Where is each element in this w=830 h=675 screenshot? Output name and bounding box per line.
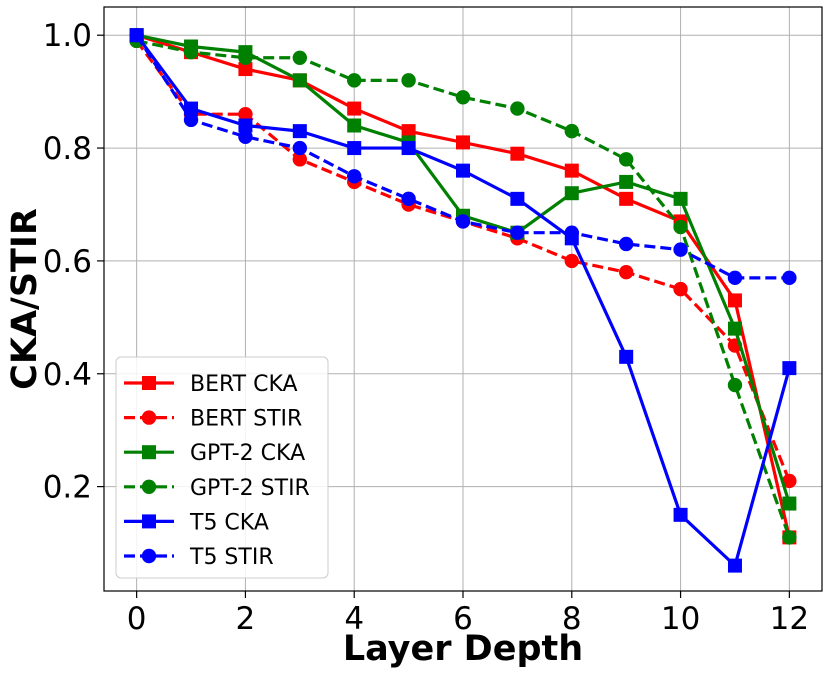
x-tick-label: 8 (562, 601, 582, 637)
data-point-bert-cka (401, 124, 416, 139)
data-point-gpt-2-stir (183, 44, 199, 60)
data-point-gpt-2-cka (673, 191, 688, 206)
series-gpt-2-stir (129, 33, 797, 545)
data-point-gpt-2-cka (782, 496, 797, 511)
data-point-gpt-2-stir (347, 73, 362, 88)
legend-label: T5 CKA (189, 510, 269, 535)
data-point-t5-cka (347, 141, 362, 156)
legend-item-bert-cka: BERT CKA (124, 372, 298, 397)
legend-item-t5-cka: T5 CKA (124, 510, 269, 535)
y-tick-label: 0.8 (43, 131, 92, 167)
x-tick-label: 0 (127, 601, 147, 637)
data-point-bert-cka (564, 163, 579, 178)
data-point-gpt-2-cka (564, 186, 579, 201)
legend-swatch-marker (141, 479, 157, 494)
legend-swatch-marker (142, 445, 156, 460)
data-point-bert-stir (292, 152, 308, 167)
legend-swatch-marker (141, 410, 157, 425)
y-tick-label: 0.2 (43, 470, 92, 506)
legend-label: BERT STIR (190, 407, 302, 432)
data-point-bert-cka (347, 101, 362, 116)
data-point-t5-stir (129, 28, 144, 43)
data-point-gpt-2-stir (564, 123, 579, 139)
data-point-bert-cka (238, 62, 253, 77)
data-point-bert-cka (510, 146, 525, 161)
data-point-t5-cka (727, 558, 742, 573)
data-point-gpt-2-cka (727, 321, 742, 336)
data-point-t5-stir (347, 169, 362, 184)
data-point-gpt-2-stir (727, 377, 743, 393)
legend-item-gpt-2-stir: GPT-2 STIR (124, 476, 310, 501)
legend-item-t5-stir: T5 STIR (124, 545, 274, 570)
y-tick-label: 1.0 (43, 18, 92, 54)
data-point-bert-cka (619, 191, 634, 206)
data-point-t5-stir (782, 270, 797, 286)
data-point-gpt-2-stir (782, 530, 797, 545)
data-point-t5-cka (292, 124, 307, 139)
data-point-bert-stir (782, 473, 797, 489)
data-point-t5-cka (619, 349, 634, 364)
data-point-bert-cka (456, 135, 470, 150)
data-point-gpt-2-cka (619, 174, 634, 189)
legend-label: GPT-2 STIR (190, 476, 310, 501)
data-point-bert-stir (618, 264, 634, 280)
data-point-gpt-2-stir (618, 152, 634, 167)
legend-swatch-marker (142, 514, 156, 529)
data-point-gpt-2-stir (510, 101, 525, 116)
data-point-bert-stir (564, 253, 579, 269)
data-point-gpt-2-stir (455, 90, 471, 105)
legend-swatch-marker (142, 376, 156, 390)
series-layer (129, 28, 797, 573)
data-point-t5-cka (184, 101, 199, 116)
x-tick-label: 12 (770, 601, 809, 637)
data-point-gpt-2-stir (673, 219, 688, 235)
legend-label: GPT-2 CKA (190, 441, 305, 466)
data-point-t5-stir (401, 191, 416, 207)
data-point-t5-cka (510, 191, 525, 206)
data-point-t5-stir (455, 214, 471, 229)
data-point-gpt-2-cka (292, 73, 307, 88)
data-point-bert-stir (673, 281, 688, 297)
legend-swatch-marker (141, 548, 157, 564)
data-point-gpt-2-stir (401, 73, 416, 88)
series-t5-stir (129, 28, 797, 286)
data-point-gpt-2-stir (292, 50, 308, 65)
legend-label: BERT CKA (190, 372, 298, 397)
data-point-gpt-2-cka (347, 118, 362, 133)
x-axis-title: Layer Depth (343, 629, 583, 669)
x-tick-label: 6 (453, 601, 473, 637)
data-point-t5-stir (183, 112, 199, 128)
data-point-t5-cka (456, 163, 470, 178)
legend-item-bert-stir: BERT STIR (124, 407, 302, 432)
data-point-gpt-2-stir (238, 50, 253, 65)
legend-item-gpt-2-cka: GPT-2 CKA (124, 441, 305, 466)
ticks-layer: 0 2 4 6 8 10 12 0.2 0.4 0.6 0.8 1.0 (43, 18, 809, 637)
legend: BERT CKA BERT STIR GPT-2 CKA GPT-2 STIR T5 C… (115, 356, 329, 579)
y-axis-title: CKA/STIR (5, 208, 45, 390)
x-tick-label: 10 (661, 601, 700, 637)
legend-label: T5 STIR (189, 545, 274, 570)
x-tick-label: 4 (344, 601, 364, 637)
data-point-t5-cka (401, 141, 416, 156)
data-point-t5-stir (727, 270, 743, 286)
data-point-t5-stir (673, 242, 688, 257)
data-point-t5-stir (292, 140, 308, 156)
y-tick-label: 0.4 (43, 357, 92, 393)
data-point-bert-stir (238, 107, 253, 122)
data-point-t5-cka (782, 361, 797, 376)
data-point-t5-cka (238, 118, 253, 133)
x-tick-label: 2 (236, 601, 256, 637)
data-point-t5-stir (564, 225, 579, 240)
data-point-t5-cka (673, 507, 688, 522)
y-tick-label: 0.6 (43, 244, 92, 280)
data-point-t5-stir (618, 236, 634, 252)
data-point-t5-stir (510, 225, 525, 240)
data-point-bert-cka (727, 293, 742, 308)
data-point-t5-stir (238, 129, 253, 144)
